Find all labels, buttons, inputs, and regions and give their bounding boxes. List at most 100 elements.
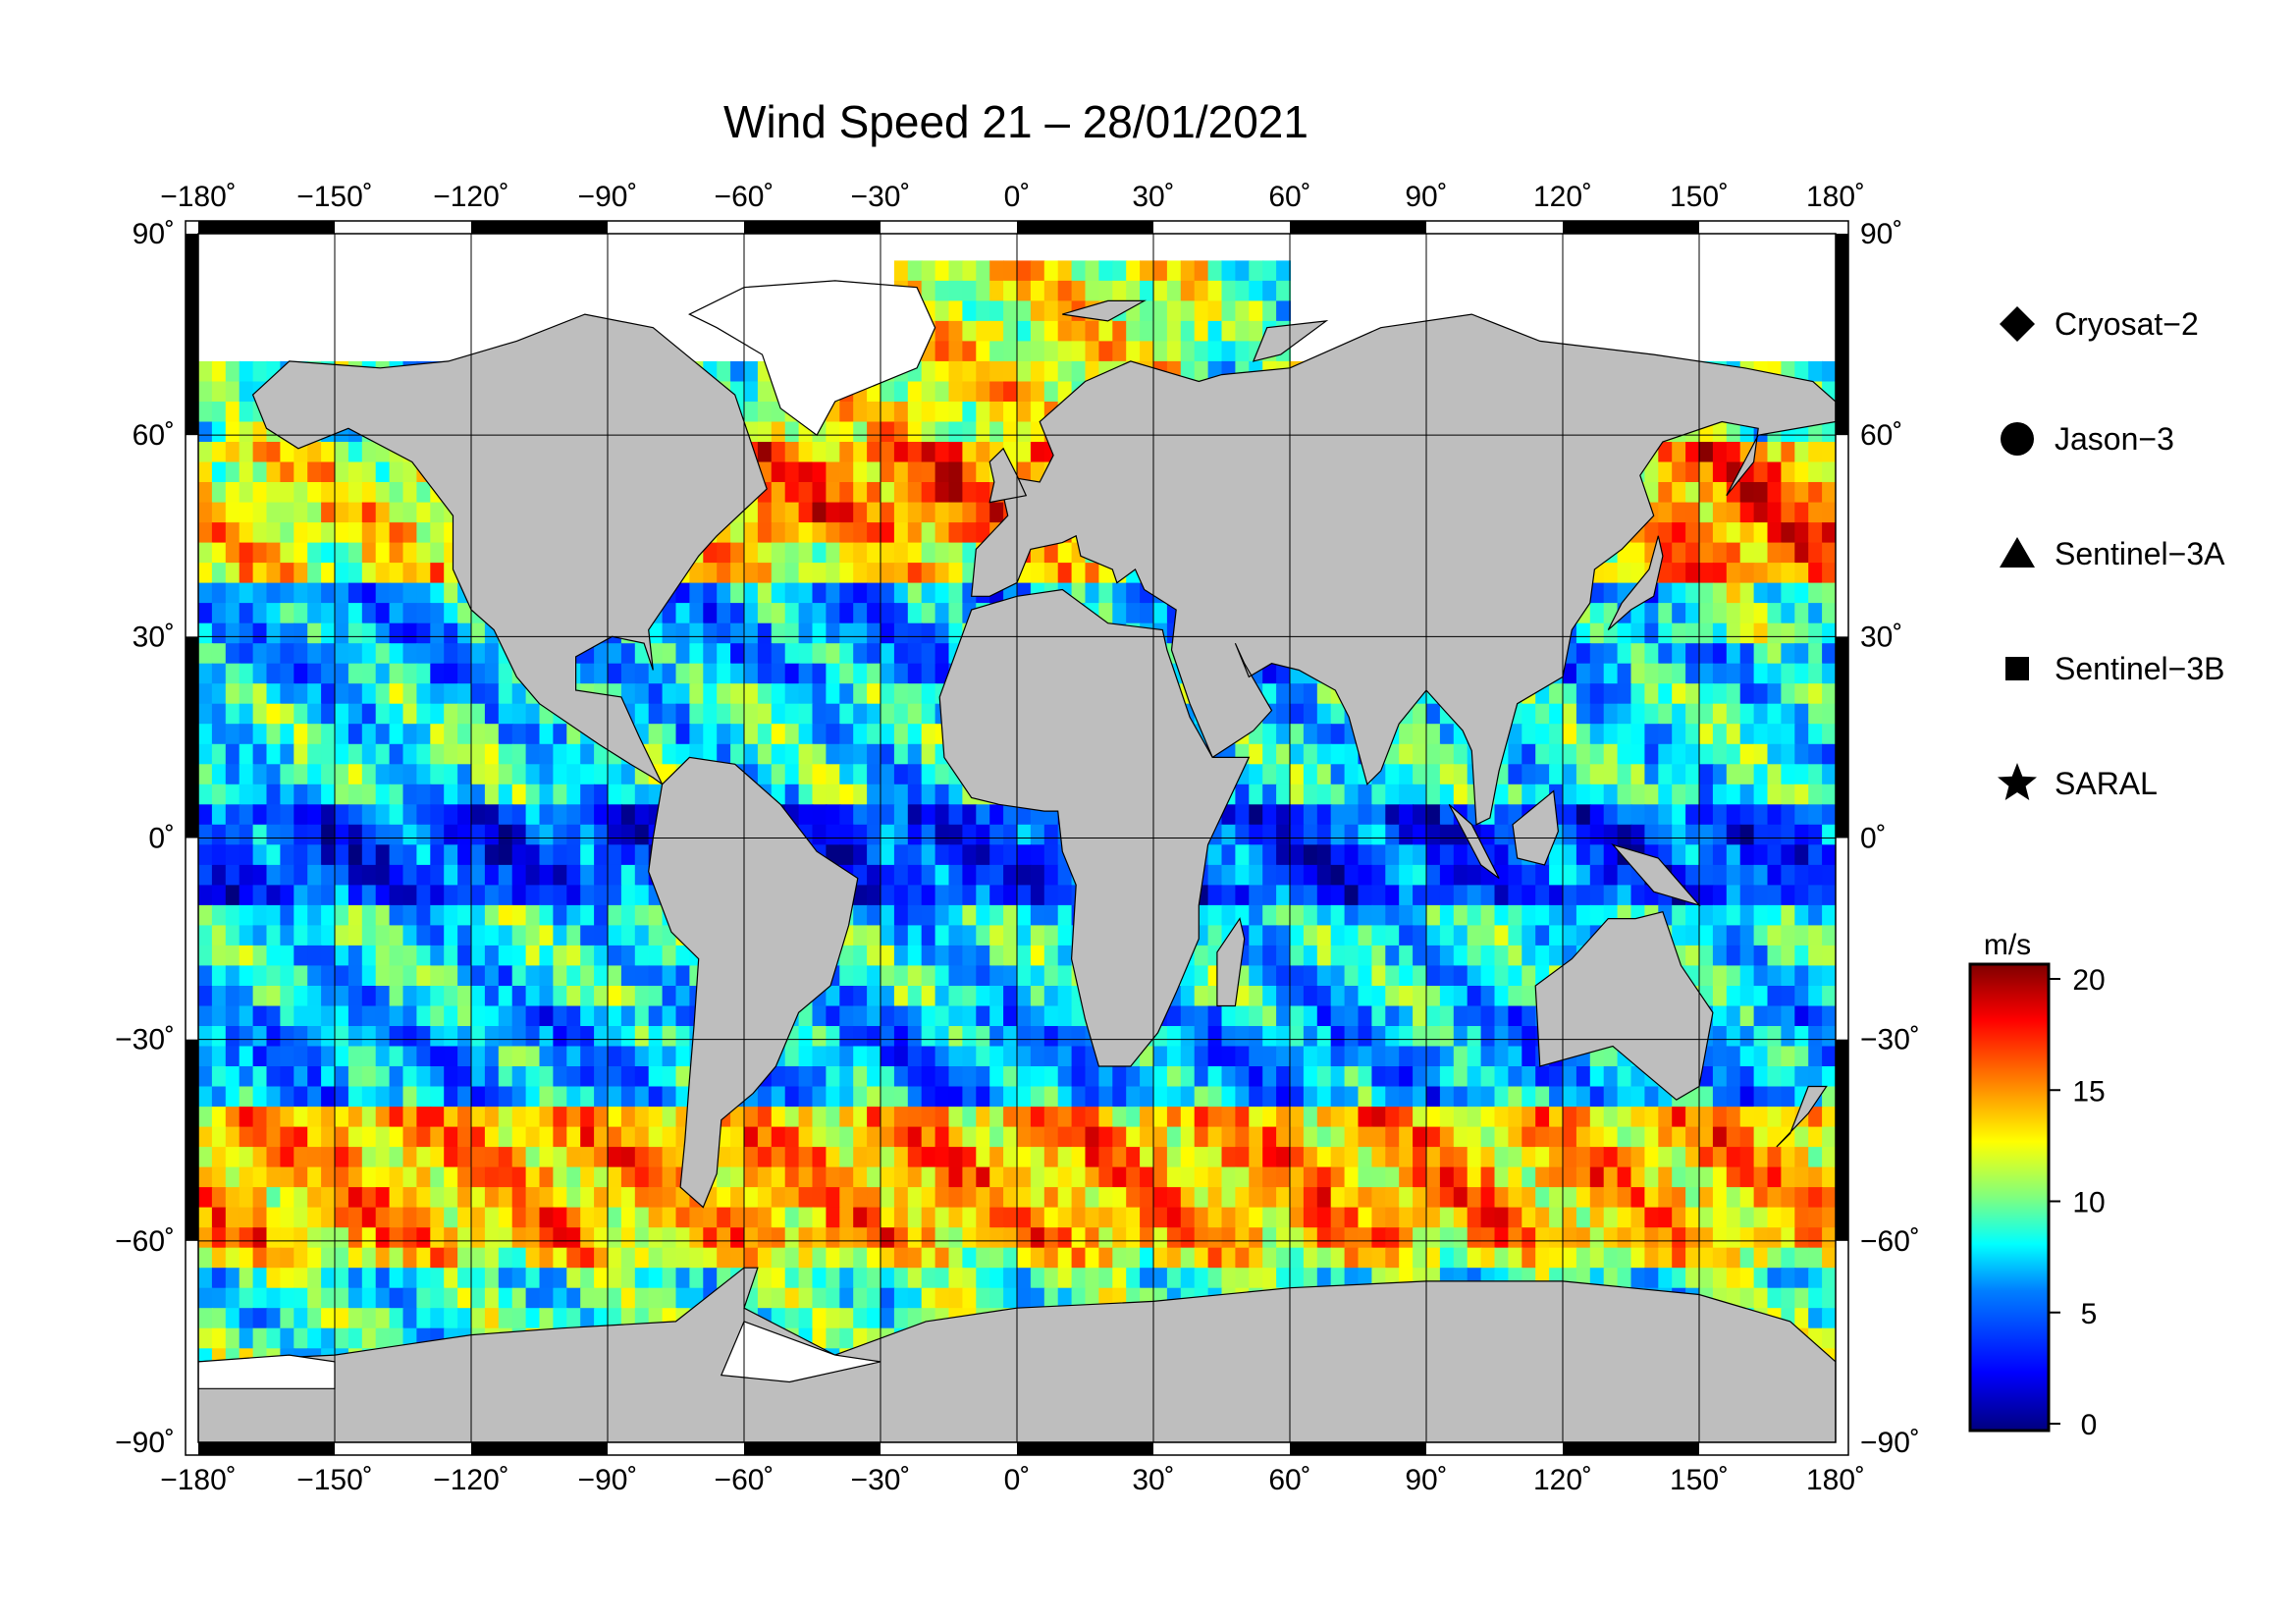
wind-cell	[867, 421, 881, 443]
wind-cell	[853, 542, 869, 565]
wind-cell	[347, 1086, 363, 1108]
wind-cell	[921, 764, 936, 785]
wind-cell	[1439, 986, 1455, 1007]
wind-cell	[1344, 965, 1360, 987]
wind-cell	[620, 643, 636, 665]
wind-cell	[484, 764, 500, 785]
wind-cell	[934, 522, 950, 544]
wind-cell	[1166, 1147, 1182, 1168]
wind-cell	[976, 885, 991, 906]
wind-cell	[1276, 904, 1291, 927]
wind-cell	[444, 643, 459, 665]
wind-cell	[1371, 824, 1387, 846]
wind-cell	[962, 844, 978, 866]
wind-cell	[444, 945, 459, 967]
wind-cell	[1043, 965, 1059, 987]
wind-cell	[375, 663, 391, 685]
wind-cell	[211, 703, 227, 726]
wind-cell	[1549, 743, 1564, 766]
wind-cell	[1385, 1147, 1401, 1168]
wind-cell	[962, 904, 978, 927]
wind-cell	[1658, 804, 1674, 826]
wind-cell	[1589, 643, 1605, 665]
wind-cell	[934, 1005, 950, 1027]
wind-cell	[347, 442, 363, 463]
wind-cell	[389, 885, 404, 906]
wind-cell	[457, 663, 472, 685]
wind-cell	[1658, 582, 1674, 605]
wind-cell	[798, 622, 814, 645]
wind-cell	[1290, 1066, 1305, 1088]
wind-cell	[839, 784, 855, 806]
wind-cell	[1575, 1066, 1591, 1088]
wind-cell	[361, 965, 377, 987]
wind-cell	[1453, 945, 1468, 967]
wind-cell	[594, 804, 609, 826]
wind-cell	[976, 1066, 991, 1088]
wind-cell	[1699, 743, 1714, 766]
wind-cell	[744, 1166, 759, 1189]
wind-cell	[1303, 703, 1318, 726]
wind-cell	[812, 1066, 828, 1088]
wind-cell	[347, 965, 363, 987]
wind-cell	[1426, 1107, 1441, 1128]
wind-cell	[498, 925, 513, 947]
wind-cell	[1712, 461, 1728, 483]
wind-cell	[1194, 1005, 1209, 1027]
wind-cell	[225, 603, 240, 624]
wind-cell	[1249, 1005, 1264, 1027]
wind-cell	[375, 502, 391, 524]
wind-cell	[430, 1166, 446, 1189]
wind-cell	[921, 683, 936, 705]
wind-cell	[757, 421, 773, 443]
wind-cell	[211, 904, 227, 927]
wind-cell	[1575, 622, 1591, 645]
wind-cell	[826, 804, 841, 826]
wind-cell	[1822, 724, 1836, 745]
wind-cell	[1672, 663, 1687, 685]
wind-cell	[1575, 844, 1591, 866]
wind-cell	[839, 402, 855, 423]
wind-cell	[594, 1066, 609, 1088]
wind-cell	[498, 1147, 513, 1168]
wind-cell	[1439, 1046, 1455, 1067]
wind-cell	[907, 522, 923, 544]
wind-cell	[703, 603, 719, 624]
wind-cell	[1330, 1086, 1346, 1108]
wind-cell	[1330, 925, 1346, 947]
wind-cell	[798, 502, 814, 524]
wind-cell	[1303, 844, 1318, 866]
wind-cell	[1480, 965, 1496, 987]
wind-cell	[881, 522, 895, 544]
wind-cell	[893, 1005, 909, 1027]
wind-cell	[1712, 502, 1728, 524]
wind-cell	[1303, 864, 1318, 887]
wind-cell	[1316, 1126, 1332, 1149]
wind-cell	[1358, 986, 1373, 1007]
wind-cell	[1399, 1026, 1415, 1048]
wind-cell	[1057, 260, 1073, 282]
wind-cell	[771, 542, 786, 565]
wind-cell	[1344, 844, 1360, 866]
wind-cell	[444, 683, 459, 705]
wind-cell	[1262, 945, 1278, 967]
wind-cell	[1221, 1086, 1237, 1108]
wind-cell	[361, 622, 377, 645]
wind-cell	[444, 743, 459, 766]
wind-cell	[826, 442, 841, 463]
wind-cell	[239, 421, 254, 443]
wind-cell	[1043, 1107, 1059, 1128]
wind-cell	[1303, 1005, 1318, 1027]
wind-cell	[1739, 784, 1755, 806]
wind-cell	[307, 1005, 323, 1027]
wind-cell	[1453, 925, 1468, 947]
wind-cell	[1494, 824, 1510, 846]
wind-cell	[457, 986, 472, 1007]
wind-cell	[1276, 1066, 1291, 1088]
wind-cell	[1575, 804, 1591, 826]
wind-cell	[934, 1066, 950, 1088]
wind-cell	[444, 1126, 459, 1149]
wind-cell	[839, 643, 855, 665]
wind-cell	[1726, 1126, 1741, 1149]
wind-cell	[798, 724, 814, 745]
